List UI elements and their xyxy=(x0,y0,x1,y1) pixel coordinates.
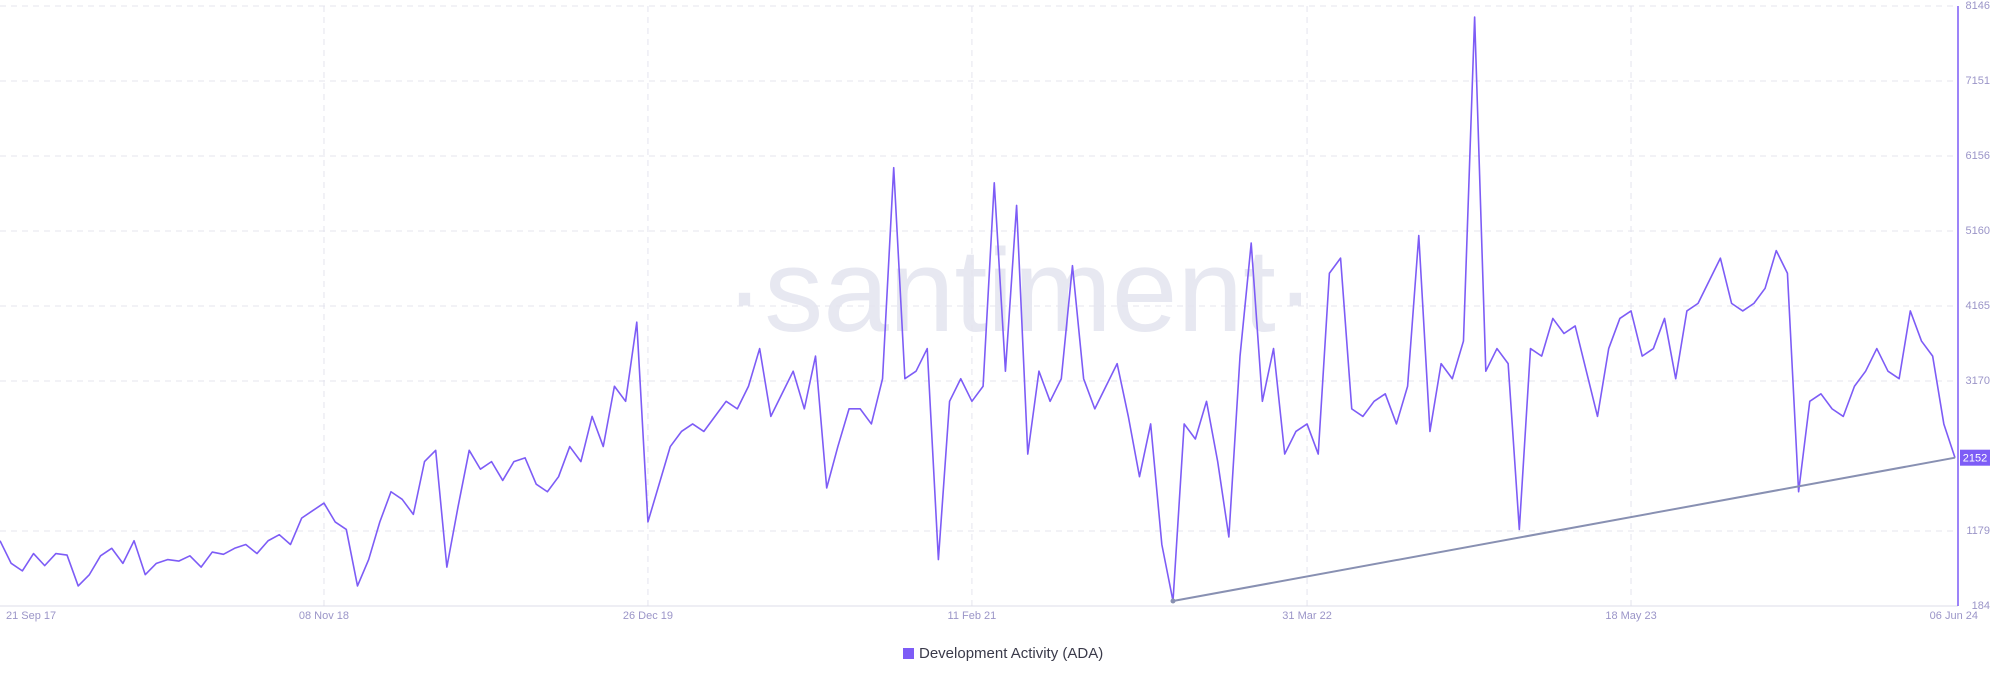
x-tick-label: 18 May 23 xyxy=(1605,610,1656,622)
legend-swatch xyxy=(903,648,914,659)
y-tick-label: 5160 xyxy=(1966,225,1990,237)
x-tick-label: 31 Mar 22 xyxy=(1282,610,1332,622)
y-tick-label: 184 xyxy=(1972,600,1990,612)
legend-label: Development Activity (ADA) xyxy=(919,645,1103,662)
y-tick-label: 1179 xyxy=(1966,525,1990,537)
x-tick-label: 11 Feb 21 xyxy=(948,610,997,622)
data-line xyxy=(0,16,1956,602)
y-tick-label: 7151 xyxy=(1966,75,1990,87)
trendline-anchor xyxy=(1170,598,1176,604)
x-tick-label: 06 Jun 24 xyxy=(1930,610,1978,622)
y-tick-label: 4165 xyxy=(1966,300,1990,312)
y-tick-label: 8146 xyxy=(1966,0,1990,12)
last-value-label: 2152 xyxy=(1963,453,1987,465)
last-value-box xyxy=(1960,449,1990,466)
trendline xyxy=(1172,456,1956,603)
x-tick-label: 21 Sep 17 xyxy=(6,610,56,622)
y-tick-label: 6156 xyxy=(1966,150,1990,162)
x-tick-label: 08 Nov 18 xyxy=(299,610,349,622)
x-tick-label: 26 Dec 19 xyxy=(623,610,673,622)
y-tick-label: 3170 xyxy=(1966,375,1990,387)
